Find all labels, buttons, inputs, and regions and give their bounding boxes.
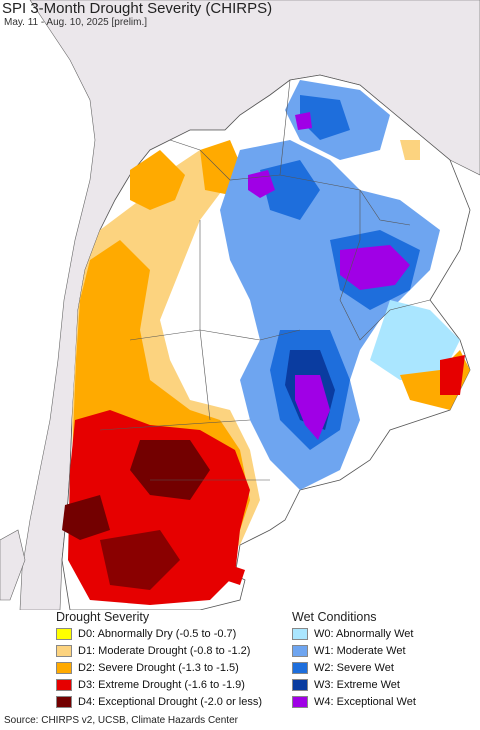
drought-legend-label: D1: Moderate Drought (-0.8 to -1.2) bbox=[78, 644, 251, 657]
drought-map bbox=[0, 0, 480, 610]
wet-legend-label: W2: Severe Wet bbox=[314, 661, 394, 674]
legend: Drought Severity Wet Conditions D0: Abno… bbox=[0, 610, 480, 710]
drought-legend-label: D4: Exceptional Drought (-2.0 or less) bbox=[78, 695, 263, 708]
wet-legend-item: W2: Severe Wet bbox=[292, 660, 394, 675]
wet-legend-heading: Wet Conditions bbox=[292, 610, 377, 624]
wet-legend-label: W0: Abnormally Wet bbox=[314, 627, 414, 640]
drought-legend-item: D1: Moderate Drought (-0.8 to -1.2) bbox=[56, 643, 250, 658]
w4-zone bbox=[340, 245, 410, 290]
wet-legend-swatch bbox=[292, 644, 308, 657]
wet-legend-swatch bbox=[292, 678, 308, 691]
wet-legend-swatch bbox=[292, 661, 308, 674]
drought-legend-label: D2: Severe Drought (-1.3 to -1.5) bbox=[78, 661, 239, 674]
drought-legend-swatch bbox=[56, 695, 72, 708]
drought-legend-swatch bbox=[56, 644, 72, 657]
drought-legend-item: D2: Severe Drought (-1.3 to -1.5) bbox=[56, 660, 239, 675]
drought-legend-label: D0: Abnormally Dry (-0.5 to -0.7) bbox=[78, 627, 237, 640]
wet-legend-label: W4: Exceptional Wet bbox=[314, 695, 416, 708]
page-title: SPI 3-Month Drought Severity (CHIRPS) bbox=[2, 0, 273, 17]
w1-zone bbox=[220, 140, 440, 490]
wet-legend-label: W3: Extreme Wet bbox=[314, 678, 400, 691]
wet-legend-swatch bbox=[292, 627, 308, 640]
wet-legend-item: W4: Exceptional Wet bbox=[292, 694, 416, 709]
w2-zone bbox=[260, 160, 320, 220]
source-credit: Source: CHIRPS v2, UCSB, Climate Hazards… bbox=[4, 715, 238, 726]
drought-legend-item: D0: Abnormally Dry (-0.5 to -0.7) bbox=[56, 626, 236, 641]
wet-legend-item: W1: Moderate Wet bbox=[292, 643, 406, 658]
wet-legend-swatch bbox=[292, 695, 308, 708]
wet-legend-label: W1: Moderate Wet bbox=[314, 644, 406, 657]
drought-legend-swatch bbox=[56, 661, 72, 674]
wet-legend-item: W3: Extreme Wet bbox=[292, 677, 400, 692]
wet-legend-item: W0: Abnormally Wet bbox=[292, 626, 413, 641]
drought-legend-heading: Drought Severity bbox=[56, 610, 150, 624]
drought-legend-item: D3: Extreme Drought (-1.6 to -1.9) bbox=[56, 677, 245, 692]
date-range: May. 11 - Aug. 10, 2025 [prelim.] bbox=[4, 17, 148, 28]
d4-zone bbox=[130, 440, 210, 500]
drought-legend-item: D4: Exceptional Drought (-2.0 or less) bbox=[56, 694, 262, 709]
drought-legend-swatch bbox=[56, 627, 72, 640]
drought-legend-label: D3: Extreme Drought (-1.6 to -1.9) bbox=[78, 678, 245, 691]
drought-legend-swatch bbox=[56, 678, 72, 691]
